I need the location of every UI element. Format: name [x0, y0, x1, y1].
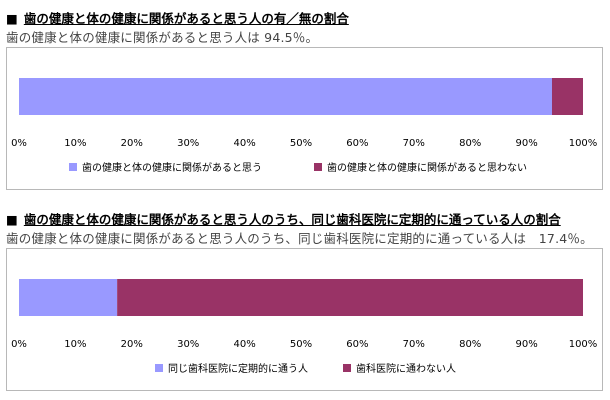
section-heading: ■ 歯の健康と体の健康に関係があると思う人のうち、同じ歯科医院に定期的に通っている… [6, 209, 561, 228]
x-tick-label: 90% [515, 339, 537, 350]
legend-label: 歯の健康と体の健康に関係があると思う [82, 163, 262, 174]
chart-frame: 0% 10% 20% 30% 40% 50% 60% 70% 80% 90% 100% 同じ歯科医院… [6, 248, 603, 391]
x-tick-label: 30% [177, 138, 199, 149]
x-tick-label: 0% [11, 339, 27, 350]
x-tick-label: 40% [233, 138, 255, 149]
bar-segment-1 [19, 279, 118, 316]
legend-item: 歯の健康と体の健康に関係があると思う [69, 159, 262, 174]
stacked-bar-chart: 0% 10% 20% 30% 40% 50% 60% 70% 80% 90% 100% [11, 78, 598, 149]
legend-swatch [314, 162, 322, 171]
x-tick-label: 60% [346, 339, 368, 350]
x-tick-label: 70% [403, 339, 425, 350]
bar-segment-2 [117, 279, 584, 316]
legend-swatch [69, 162, 77, 171]
x-tick-label: 100% [569, 138, 598, 149]
x-tick-label: 50% [290, 339, 312, 350]
heading-text: 歯の健康と体の健康に関係があると思う人の有／無の割合 [23, 11, 349, 26]
x-tick-label: 80% [459, 339, 481, 350]
heading-square-icon: ■ [6, 11, 18, 26]
x-tick-label: 10% [64, 339, 86, 350]
x-tick-label: 60% [346, 138, 368, 149]
x-tick-label: 100% [569, 339, 598, 350]
x-tick-label: 20% [121, 339, 143, 350]
legend-swatch [343, 363, 351, 372]
section-summary: 歯の健康と体の健康に関係があると思う人のうち、同じ歯科医院に定期的に通っている人… [6, 231, 593, 246]
x-tick-label: 0% [11, 138, 27, 149]
x-tick-label: 70% [403, 138, 425, 149]
heading-text: 歯の健康と体の健康に関係があると思う人のうち、同じ歯科医院に定期的に通っている人… [23, 212, 561, 227]
x-tick-label: 80% [459, 138, 481, 149]
chart-frame: 0% 10% 20% 30% 40% 50% 60% 70% 80% 90% 100% 歯の健康と体… [6, 47, 603, 190]
section-heading: ■ 歯の健康と体の健康に関係があると思う人の有／無の割合 [6, 8, 349, 27]
heading-square-icon: ■ [6, 212, 18, 227]
legend-item: 同じ歯科医院に定期的に通う人 [155, 360, 308, 375]
legend-label: 歯の健康と体の健康に関係があると思わない [327, 163, 527, 174]
x-tick-label: 20% [121, 138, 143, 149]
x-tick-label: 10% [64, 138, 86, 149]
legend-label: 歯科医院に通わない人 [356, 364, 456, 375]
bar-segment-1 [19, 78, 552, 115]
legend-label: 同じ歯科医院に定期的に通う人 [168, 364, 308, 375]
x-tick-label: 50% [290, 138, 312, 149]
stacked-bar-chart: 0% 10% 20% 30% 40% 50% 60% 70% 80% 90% 100% [11, 279, 598, 350]
bar-segment-2 [551, 78, 583, 115]
legend-item: 歯科医院に通わない人 [343, 360, 456, 375]
section-summary: 歯の健康と体の健康に関係があると思う人は 94.5％。 [6, 30, 319, 45]
x-tick-label: 90% [515, 138, 537, 149]
legend-swatch [155, 363, 163, 372]
x-tick-label: 40% [233, 339, 255, 350]
legend-item: 歯の健康と体の健康に関係があると思わない [314, 159, 527, 174]
x-tick-label: 30% [177, 339, 199, 350]
